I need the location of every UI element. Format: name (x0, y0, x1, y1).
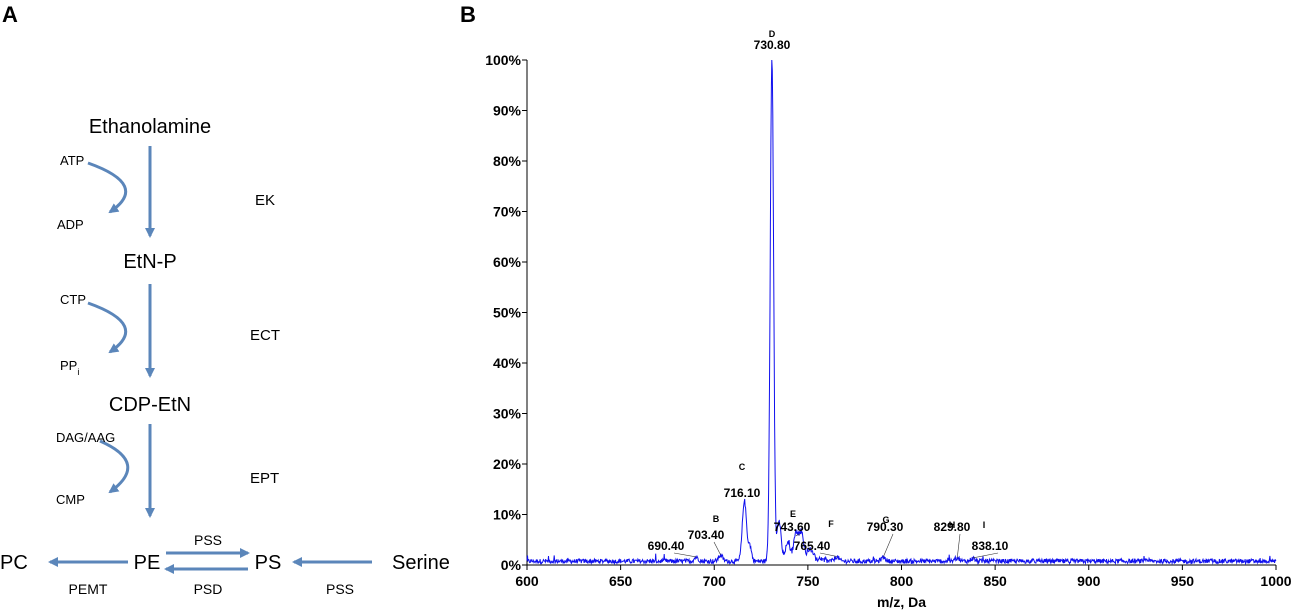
molecule-cdpetn: CDP-EtN (109, 394, 191, 416)
molecule-pc: PC (0, 552, 28, 574)
peak-annotation: F 765.40 (794, 519, 837, 557)
y-tick-label: 40% (493, 355, 522, 371)
peak-letter: C (739, 462, 746, 472)
peak-leader (795, 533, 801, 536)
y-tick-label: 50% (493, 305, 522, 321)
molecule-ps: PS (255, 552, 282, 574)
molecule-serine: Serine (392, 552, 450, 574)
arrow-atp-adp (87, 161, 128, 214)
y-tick-label: 70% (493, 204, 522, 220)
peak-value: 765.40 (794, 539, 831, 553)
peak-value: 829.80 (934, 520, 971, 534)
molecule-etnp: EtN-P (123, 251, 176, 273)
panel-label-b: B (460, 2, 476, 27)
product-cmp: CMP (56, 492, 85, 507)
peak-leader (972, 552, 999, 559)
x-tick-label: 900 (1077, 573, 1101, 589)
arrow-dag-cmp (99, 439, 130, 494)
y-tick-label: 100% (485, 52, 521, 68)
x-tick-label: 850 (983, 573, 1007, 589)
x-axis-label: m/z, Da (877, 594, 926, 610)
peak-letter: F (828, 519, 834, 529)
y-tick-label: 10% (493, 507, 522, 523)
y-tick-label: 20% (493, 456, 522, 472)
peak-leader (883, 533, 894, 558)
molecule-pe: PE (134, 552, 161, 574)
spectrum-line (526, 59, 1277, 566)
y-tick-label: 30% (493, 406, 522, 422)
molecule-ethanolamine: Ethanolamine (89, 116, 211, 138)
peak-leader (713, 541, 721, 556)
mass-spectrum-chart: 0% 10% 20% 30% 40% 50% 60% 70% 80% 90% 100% 600 650 7… (485, 29, 1292, 610)
x-tick-label: 1000 (1260, 573, 1291, 589)
enzyme-pss-top: PSS (194, 532, 222, 548)
y-tick-label: 0% (501, 557, 522, 573)
arrow-ctp-ppi (87, 301, 128, 354)
product-ppi: PPi (60, 358, 79, 377)
x-tick-label: 800 (890, 573, 914, 589)
peak-letter: H (949, 520, 956, 530)
x-tick-label: 650 (609, 573, 633, 589)
enzyme-ept: EPT (250, 470, 279, 487)
peak-value: 838.10 (972, 539, 1009, 553)
x-tick-label: 750 (796, 573, 820, 589)
product-adp: ADP (57, 217, 84, 232)
enzyme-ek: EK (255, 192, 275, 209)
peak-letter: G (882, 515, 889, 525)
x-tick-label: 600 (515, 573, 539, 589)
pathway-diagram (48, 146, 372, 574)
substrate-dag-aag: DAG/AAG (56, 430, 115, 445)
peak-value: 703.40 (688, 528, 725, 542)
peak-value: 690.40 (648, 539, 685, 553)
y-tick-label: 80% (493, 153, 522, 169)
enzyme-pss-serine: PSS (326, 581, 354, 597)
enzyme-psd: PSD (194, 581, 223, 597)
peak-annotation: C 716.10 (724, 462, 761, 500)
peak-annotation: 690.40 (648, 539, 697, 558)
x-tick-label: 700 (703, 573, 727, 589)
peak-leader (673, 552, 697, 558)
substrate-atp: ATP (60, 153, 84, 168)
x-tick-label: 950 (1171, 573, 1195, 589)
enzyme-pemt: PEMT (69, 581, 108, 597)
peak-leader (957, 533, 961, 558)
peak-letter: D (769, 29, 776, 39)
peak-value: 743.60 (774, 520, 811, 534)
peak-leader (819, 552, 837, 557)
y-tick-label: 90% (493, 103, 522, 119)
peak-annotation: B 703.40 (688, 514, 725, 556)
peak-value: 790.30 (867, 520, 904, 534)
peak-value: 730.80 (754, 38, 791, 52)
peak-letter: I (983, 520, 986, 530)
panel-label-a: A (2, 2, 18, 27)
enzyme-ect: ECT (250, 327, 280, 344)
peak-annotation: I 838.10 (972, 520, 1009, 559)
peak-letter: B (713, 514, 720, 524)
substrate-ctp: CTP (60, 292, 86, 307)
peak-letter: E (790, 509, 796, 519)
y-tick-label: 60% (493, 254, 522, 270)
peak-value: 716.10 (724, 486, 761, 500)
